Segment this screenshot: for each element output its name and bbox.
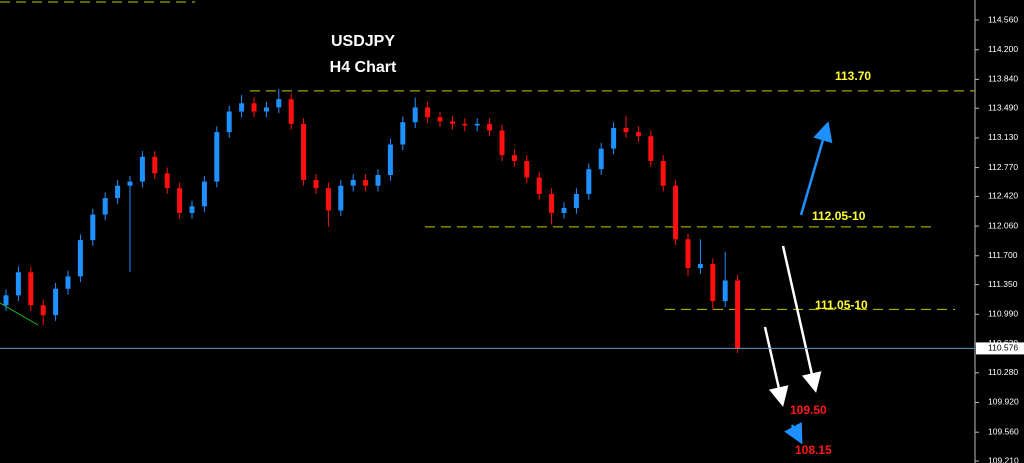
candle-body: [226, 111, 232, 133]
target-label: 108.15: [795, 443, 832, 457]
y-tick-label: 113.490: [988, 102, 1018, 112]
chart-subtitle: H4 Chart: [330, 59, 397, 76]
down-arrow-small: [784, 422, 803, 445]
candle-body: [623, 128, 629, 133]
candle-body: [102, 198, 108, 215]
candle-body: [201, 181, 207, 207]
candle-body: [536, 177, 542, 194]
candle-body: [139, 156, 145, 182]
candle-body: [722, 280, 728, 302]
candle-body: [127, 181, 133, 186]
candle-body: [660, 160, 666, 186]
candle-body: [177, 188, 183, 213]
candle-body: [115, 185, 121, 199]
candle-body: [549, 193, 555, 213]
candle-body: [487, 123, 493, 131]
candle-body: [462, 123, 468, 126]
candle-body: [697, 264, 703, 269]
candle-body: [648, 136, 654, 161]
candle-body: [375, 174, 381, 186]
candle-body: [363, 179, 369, 186]
candle-body: [152, 156, 158, 174]
y-tick-label: 113.130: [988, 132, 1018, 142]
candle-body: [65, 276, 71, 289]
candle-body: [449, 121, 455, 124]
candle-body: [635, 132, 641, 137]
candle-body: [288, 99, 294, 124]
current-price-box: [976, 342, 1024, 355]
candle-body: [3, 295, 9, 306]
level-label: 112.05-10: [812, 209, 866, 223]
candle-body: [214, 132, 220, 182]
down-arrow: [781, 245, 822, 393]
candle-body: [735, 280, 741, 349]
y-tick-label: 114.560: [988, 14, 1018, 24]
candle-body: [598, 148, 604, 170]
y-tick-label: 113.840: [988, 74, 1018, 84]
candle-body: [350, 179, 356, 186]
candle-body: [338, 185, 344, 211]
candle-body: [586, 169, 592, 194]
candle-body: [611, 128, 617, 149]
level-label: 113.70: [835, 69, 871, 83]
candle-body: [15, 272, 21, 296]
candle-body: [499, 130, 505, 156]
candle-body: [325, 188, 331, 211]
current-price-label: 110.576: [988, 343, 1018, 353]
candle-body: [474, 123, 480, 126]
y-tick-label: 110.280: [988, 367, 1018, 377]
chart-title: USDJPY: [331, 33, 395, 50]
candle-body: [710, 264, 716, 302]
y-tick-label: 111.350: [988, 279, 1018, 289]
candle-body: [673, 185, 679, 240]
candle-body: [53, 288, 59, 316]
candle-body: [425, 107, 431, 118]
candle-body: [412, 107, 418, 123]
candle-body: [685, 239, 691, 269]
up-arrow: [799, 121, 833, 216]
candle-body: [524, 160, 530, 178]
candle-body: [239, 103, 245, 112]
candle-body: [400, 122, 406, 145]
candle-body: [301, 123, 307, 180]
y-tick-label: 111.700: [988, 250, 1018, 260]
candle-body: [90, 214, 96, 241]
y-tick-label: 112.770: [988, 162, 1018, 172]
target-label: 109.50: [790, 403, 827, 417]
candle-body: [263, 107, 269, 112]
candle-body: [189, 206, 195, 213]
candle-body: [437, 117, 443, 122]
candle-body: [77, 240, 83, 277]
y-tick-label: 109.560: [988, 426, 1019, 436]
candle-body: [387, 144, 393, 175]
candle-body: [40, 305, 46, 316]
candle-body: [28, 272, 34, 306]
y-tick-label: 110.990: [988, 309, 1018, 319]
y-tick-label: 109.920: [988, 397, 1019, 407]
plot: [3, 89, 975, 354]
y-tick-label: 109.210: [988, 455, 1019, 463]
candle-body: [164, 173, 170, 189]
y-tick-label: 114.200: [988, 44, 1018, 54]
candle-body: [573, 193, 579, 208]
candle-body: [313, 179, 319, 189]
y-tick-label: 112.060: [988, 220, 1018, 230]
candle-body: [511, 155, 517, 161]
level-label: 111.05-10: [815, 298, 868, 312]
candle-body: [251, 103, 257, 112]
candle-body: [276, 99, 282, 108]
y-tick-label: 112.420: [988, 191, 1018, 201]
down-arrow: [763, 326, 789, 407]
candle-body: [561, 207, 567, 213]
